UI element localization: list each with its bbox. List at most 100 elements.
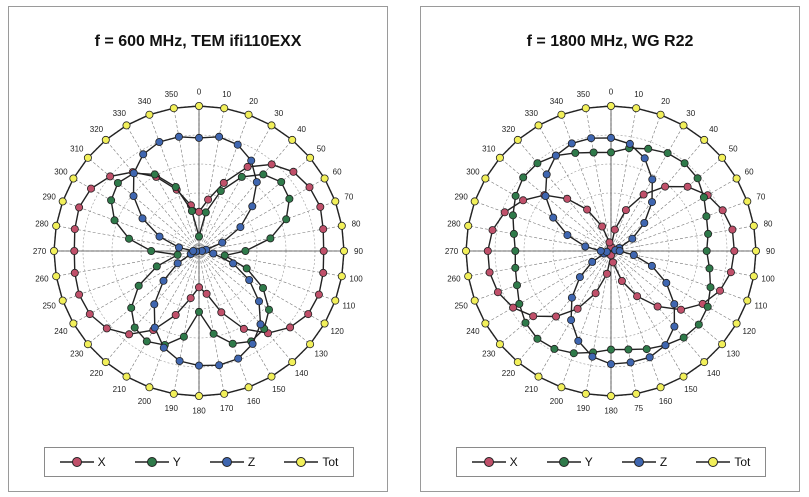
data-point-y — [187, 206, 196, 215]
data-point-tot — [101, 358, 110, 367]
data-point-y — [624, 345, 633, 354]
data-point-y — [569, 349, 578, 358]
data-point-z — [640, 154, 649, 163]
data-point-x — [243, 162, 252, 171]
grid-spoke — [198, 250, 249, 388]
angle-tick-label: 210 — [525, 385, 539, 394]
data-point-z — [247, 156, 256, 165]
data-point-x — [598, 222, 607, 231]
angle-tick-label: 110 — [342, 302, 355, 311]
data-point-z — [662, 278, 671, 287]
data-point-tot — [194, 391, 203, 400]
data-point-x — [70, 225, 79, 234]
data-point-tot — [267, 372, 276, 381]
grid-spoke — [198, 178, 325, 252]
data-point-z — [155, 138, 164, 147]
legend-marker-tot — [696, 457, 731, 467]
data-point-z — [252, 178, 261, 187]
angle-tick-label: 270 — [33, 247, 47, 256]
data-point-y — [702, 246, 711, 255]
data-point-x — [75, 290, 84, 299]
data-point-x — [289, 167, 298, 176]
data-point-z — [626, 358, 635, 367]
data-point-x — [509, 303, 518, 312]
data-point-tot — [749, 221, 758, 230]
data-point-x — [583, 205, 592, 214]
chart-title: f = 600 MHz, TEM ifi110EXX — [94, 33, 302, 50]
data-point-y — [258, 283, 267, 292]
data-point-x — [239, 324, 248, 333]
data-point-y — [209, 329, 218, 338]
angle-tick-label: 60 — [333, 167, 342, 176]
data-point-z — [625, 139, 634, 148]
data-point-z — [189, 246, 198, 255]
data-point-y — [533, 334, 542, 343]
data-point-x — [639, 190, 648, 199]
data-point-y — [113, 179, 122, 188]
data-point-y — [194, 232, 203, 241]
angle-tick-label: 310 — [482, 144, 496, 153]
data-point-tot — [632, 104, 641, 113]
data-point-tot — [52, 272, 61, 281]
data-point-tot — [700, 135, 709, 144]
angle-tick-label: 50 — [729, 144, 738, 153]
data-point-y — [216, 187, 225, 196]
data-point-z — [640, 218, 649, 227]
grid-spoke — [198, 139, 293, 252]
data-point-y — [702, 212, 711, 221]
legend-marker-y — [546, 457, 581, 467]
data-point-tot — [52, 221, 61, 230]
legend: X Y Z Tot — [456, 447, 766, 477]
data-point-y — [550, 344, 559, 353]
data-point-y — [703, 302, 712, 311]
data-point-x — [519, 196, 528, 205]
grid-spoke — [198, 201, 336, 252]
data-point-y — [680, 159, 689, 168]
data-point-tot — [743, 197, 752, 206]
data-point-x — [267, 160, 276, 169]
data-point-y — [663, 149, 672, 158]
data-point-z — [150, 300, 159, 309]
angle-tick-label: 260 — [447, 275, 461, 284]
grid-spoke — [149, 114, 200, 252]
data-point-y — [134, 281, 143, 290]
data-point-tot — [481, 319, 490, 328]
angle-tick-label: 220 — [502, 369, 516, 378]
data-point-tot — [534, 372, 543, 381]
data-point-x — [529, 312, 538, 321]
legend-item-y: Y — [546, 455, 593, 469]
data-point-x — [485, 268, 494, 277]
data-point-tot — [244, 383, 253, 392]
grid-spoke — [198, 250, 225, 394]
data-point-y — [533, 159, 542, 168]
grid-spoke — [517, 139, 612, 252]
data-point-y — [201, 208, 210, 217]
angle-tick-label: 140 — [295, 369, 309, 378]
data-point-tot — [83, 340, 92, 349]
data-point-y — [152, 262, 161, 271]
angle-tick-label: 290 — [42, 192, 56, 201]
data-point-x — [202, 289, 211, 298]
data-point-x — [194, 207, 203, 216]
data-point-y — [171, 183, 180, 192]
data-point-tot — [632, 389, 641, 398]
legend-marker-x — [471, 457, 506, 467]
data-point-tot — [331, 197, 340, 206]
legend-marker-tot — [284, 457, 319, 467]
grid-spoke — [173, 108, 200, 252]
angle-tick-label: 90 — [766, 247, 775, 256]
data-point-y — [694, 320, 703, 329]
data-point-x — [194, 283, 203, 292]
angle-tick-label: 75 — [634, 404, 643, 413]
angle-tick-label: 120 — [742, 327, 756, 336]
data-point-tot — [513, 135, 522, 144]
data-point-z — [194, 133, 203, 142]
data-point-tot — [464, 272, 473, 281]
data-point-tot — [337, 272, 346, 281]
data-point-y — [282, 215, 291, 224]
angle-tick-label: 230 — [70, 350, 84, 359]
data-point-z — [175, 356, 184, 365]
data-point-tot — [495, 340, 504, 349]
data-point-y — [228, 339, 237, 348]
series-line-y — [110, 172, 291, 346]
